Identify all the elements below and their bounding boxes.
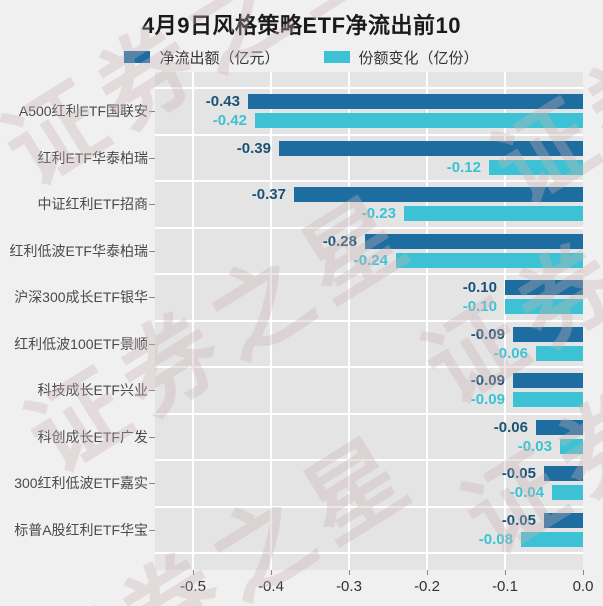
share-change-bar	[521, 532, 583, 547]
category-tick	[149, 111, 155, 112]
legend: 净流出额（亿元） 份额变化（亿份）	[0, 47, 603, 67]
horizontal-gridline	[155, 505, 583, 508]
x-axis-label: 0.0	[572, 578, 594, 595]
share-change-value-label: -0.10	[462, 298, 497, 315]
horizontal-gridline	[155, 552, 583, 554]
net-outflow-value-label: -0.10	[462, 279, 497, 296]
horizontal-gridline	[155, 180, 583, 182]
x-axis-tick	[427, 570, 428, 575]
share-change-bar	[536, 346, 583, 361]
share-change-bar	[396, 253, 583, 268]
category-tick	[149, 483, 155, 484]
legend-item-net-outflow: 净流出额（亿元）	[124, 47, 280, 68]
chart-title: 4月9日风格策略ETF净流出前10	[142, 13, 461, 38]
net-outflow-bar	[248, 94, 583, 109]
horizontal-gridline	[155, 366, 583, 368]
x-axis-tick	[271, 570, 272, 575]
category-tick	[149, 297, 155, 298]
horizontal-gridline	[155, 412, 583, 415]
share-change-value-label: -0.04	[509, 484, 544, 501]
legend-label-net-outflow: 净流出额（亿元）	[159, 49, 280, 67]
net-outflow-bar	[513, 373, 583, 388]
share-change-bar	[489, 160, 583, 175]
x-axis-label: -0.5	[180, 578, 206, 595]
x-axis-label: -0.3	[336, 578, 362, 595]
horizontal-gridline	[155, 319, 583, 322]
share-change-value-label: -0.42	[212, 112, 247, 129]
category-label: 红利ETF华泰柏瑞	[37, 150, 148, 166]
category-label: 科技成长ETF兴业	[37, 382, 148, 398]
share-change-bar	[552, 485, 583, 500]
share-change-bar	[404, 206, 583, 221]
share-change-bar	[560, 439, 583, 454]
plot-area: -0.43 -0.42 -0.39 -0.12 -0.37 -0.23 -0.28 -0.24…	[155, 72, 583, 570]
share-change-value-label: -0.08	[478, 531, 513, 548]
share-change-value-label: -0.06	[493, 345, 528, 362]
net-outflow-bar	[505, 280, 583, 295]
horizontal-gridline	[155, 87, 583, 89]
category-label: 标普A股红利ETF华宝	[14, 522, 148, 538]
share-change-bar	[505, 299, 583, 314]
x-axis-label: -0.4	[258, 578, 284, 595]
net-outflow-value-label: -0.39	[236, 140, 271, 157]
x-axis-label: -0.2	[414, 578, 440, 595]
category-label: 科创成长ETF广发	[37, 429, 148, 445]
x-axis-label: -0.1	[492, 578, 518, 595]
category-tick	[149, 390, 155, 391]
category-label: 300红利低波ETF嘉实	[14, 475, 148, 491]
net-outflow-bar	[365, 234, 583, 249]
net-outflow-value-label: -0.05	[501, 512, 536, 529]
net-outflow-value-label: -0.43	[205, 93, 240, 110]
net-outflow-bar	[513, 327, 583, 342]
category-tick	[149, 251, 155, 252]
share-change-value-label: -0.03	[517, 438, 552, 455]
horizontal-gridline	[155, 133, 583, 136]
share-change-value-label: -0.24	[353, 252, 388, 269]
legend-swatch-net-outflow	[124, 51, 151, 63]
category-tick	[149, 158, 155, 159]
net-outflow-bar	[294, 187, 583, 202]
category-label: A500红利ETF国联安	[18, 103, 148, 119]
horizontal-gridline	[155, 226, 583, 229]
share-change-bar	[513, 392, 583, 407]
legend-swatch-share-change	[323, 51, 350, 63]
x-axis-tick	[349, 570, 350, 575]
horizontal-gridline	[155, 273, 583, 275]
net-outflow-value-label: -0.06	[493, 419, 528, 436]
share-change-bar	[255, 113, 583, 128]
net-outflow-bar	[544, 513, 583, 528]
category-label: 红利低波100ETF景顺	[14, 336, 148, 352]
share-change-value-label: -0.09	[470, 391, 505, 408]
x-axis-tick	[583, 570, 584, 575]
net-outflow-value-label: -0.28	[322, 233, 357, 250]
horizontal-gridline	[155, 459, 583, 461]
x-axis-tick	[193, 570, 194, 575]
category-label: 沪深300成长ETF银华	[14, 289, 148, 305]
category-tick	[149, 530, 155, 531]
category-label: 红利低波ETF华泰柏瑞	[9, 243, 148, 259]
x-axis-tick	[505, 570, 506, 575]
category-tick	[149, 437, 155, 438]
net-outflow-value-label: -0.37	[251, 186, 286, 203]
category-tick	[149, 344, 155, 345]
net-outflow-value-label: -0.05	[501, 465, 536, 482]
share-change-value-label: -0.23	[361, 205, 396, 222]
legend-item-share-change: 份额变化（亿份）	[323, 47, 479, 68]
net-outflow-value-label: -0.09	[470, 326, 505, 343]
legend-label-share-change: 份额变化（亿份）	[358, 49, 479, 67]
net-outflow-bar	[536, 420, 583, 435]
category-label: 中证红利ETF招商	[37, 196, 148, 212]
net-outflow-bar	[544, 466, 583, 481]
share-change-value-label: -0.12	[446, 159, 481, 176]
net-outflow-value-label: -0.09	[470, 372, 505, 389]
category-tick	[149, 204, 155, 205]
net-outflow-bar	[279, 141, 583, 156]
